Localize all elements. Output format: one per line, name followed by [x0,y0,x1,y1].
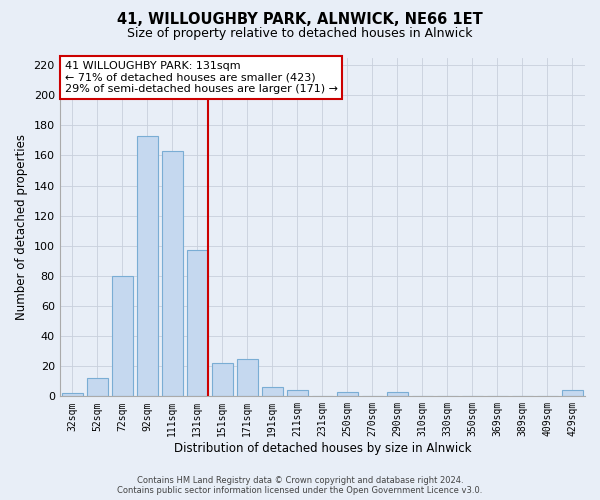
Bar [86,378,108,396]
X-axis label: Distribution of detached houses by size in Alnwick: Distribution of detached houses by size … [173,442,471,455]
Text: 41 WILLOUGHBY PARK: 131sqm
← 71% of detached houses are smaller (423)
29% of sem: 41 WILLOUGHBY PARK: 131sqm ← 71% of deta… [65,61,338,94]
Bar [112,276,133,396]
Y-axis label: Number of detached properties: Number of detached properties [15,134,28,320]
Bar [387,392,408,396]
Bar [187,250,208,396]
Bar [62,394,83,396]
Text: Size of property relative to detached houses in Alnwick: Size of property relative to detached ho… [127,28,473,40]
Bar [236,358,258,397]
Text: 41, WILLOUGHBY PARK, ALNWICK, NE66 1ET: 41, WILLOUGHBY PARK, ALNWICK, NE66 1ET [117,12,483,28]
Bar [262,388,283,396]
Bar [137,136,158,396]
Bar [337,392,358,396]
Text: Contains HM Land Registry data © Crown copyright and database right 2024.
Contai: Contains HM Land Registry data © Crown c… [118,476,482,495]
Bar [212,363,233,396]
Bar [287,390,308,396]
Bar [562,390,583,396]
Bar [161,151,183,396]
